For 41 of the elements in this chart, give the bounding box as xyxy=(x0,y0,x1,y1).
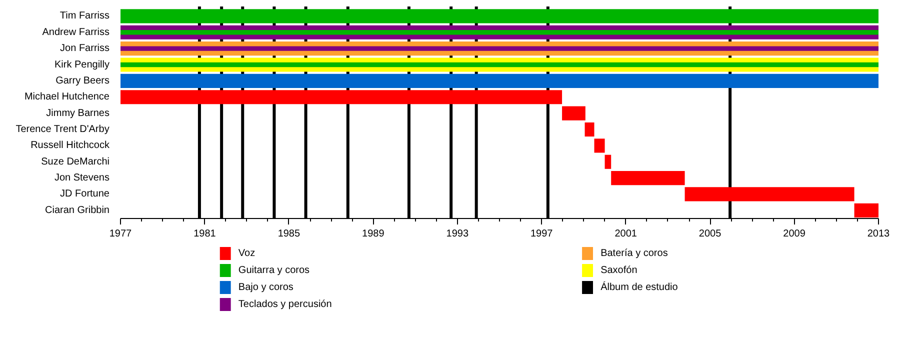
y-tick-label: Jon Stevens xyxy=(54,172,110,184)
bar xyxy=(120,74,878,88)
y-tick-label: JD Fortune xyxy=(60,188,110,200)
legend-label: Batería y coros xyxy=(600,248,668,259)
y-tick-label: Russell Hitchcock xyxy=(30,140,110,152)
y-tick-label: Michael Hutchence xyxy=(24,92,110,103)
bar xyxy=(594,138,605,153)
y-tick-label: Terence Trent D'Arby xyxy=(16,124,110,135)
x-tick-label: 1993 xyxy=(446,228,469,240)
bar xyxy=(684,187,854,202)
legend-label: Saxofón xyxy=(600,265,638,276)
legend-label: Teclados y percusión xyxy=(238,299,332,310)
bar xyxy=(611,171,685,186)
x-tick-label: 1977 xyxy=(109,228,132,240)
legend-label: Álbum de estudio xyxy=(600,281,678,293)
x-tick-label: 1997 xyxy=(530,228,554,240)
legend-label: Bajo y coros xyxy=(238,282,294,293)
y-tick-label: Ciaran Gribbin xyxy=(45,204,110,216)
bar xyxy=(120,90,562,104)
x-tick-label: 1989 xyxy=(362,228,385,240)
x-tick-label: 1985 xyxy=(278,228,301,240)
bar xyxy=(120,30,878,35)
y-tick-label: Suze DeMarchi xyxy=(41,156,110,168)
y-tick-label: Garry Beers xyxy=(56,75,110,86)
x-tick-label: 2005 xyxy=(698,228,722,240)
y-tick-label: Jon Farriss xyxy=(60,43,110,54)
x-tick-label: 2013 xyxy=(867,228,890,240)
bar xyxy=(120,62,878,68)
legend-label: Guitarra y coros xyxy=(238,265,310,276)
y-tick-label: Andrew Farriss xyxy=(42,26,110,38)
y-tick-label: Kirk Pengilly xyxy=(54,59,110,70)
x-tick-label: 2009 xyxy=(783,228,806,240)
bar xyxy=(604,154,612,169)
legend-label: Voz xyxy=(238,248,256,259)
bar xyxy=(562,106,586,120)
x-tick-label: 2001 xyxy=(614,228,638,240)
y-tick-label: Tim Farriss xyxy=(60,10,110,22)
y-tick-label: Jimmy Barnes xyxy=(46,108,110,119)
bar xyxy=(584,122,594,137)
x-tick-label: 1981 xyxy=(194,228,216,240)
bar xyxy=(854,203,878,218)
